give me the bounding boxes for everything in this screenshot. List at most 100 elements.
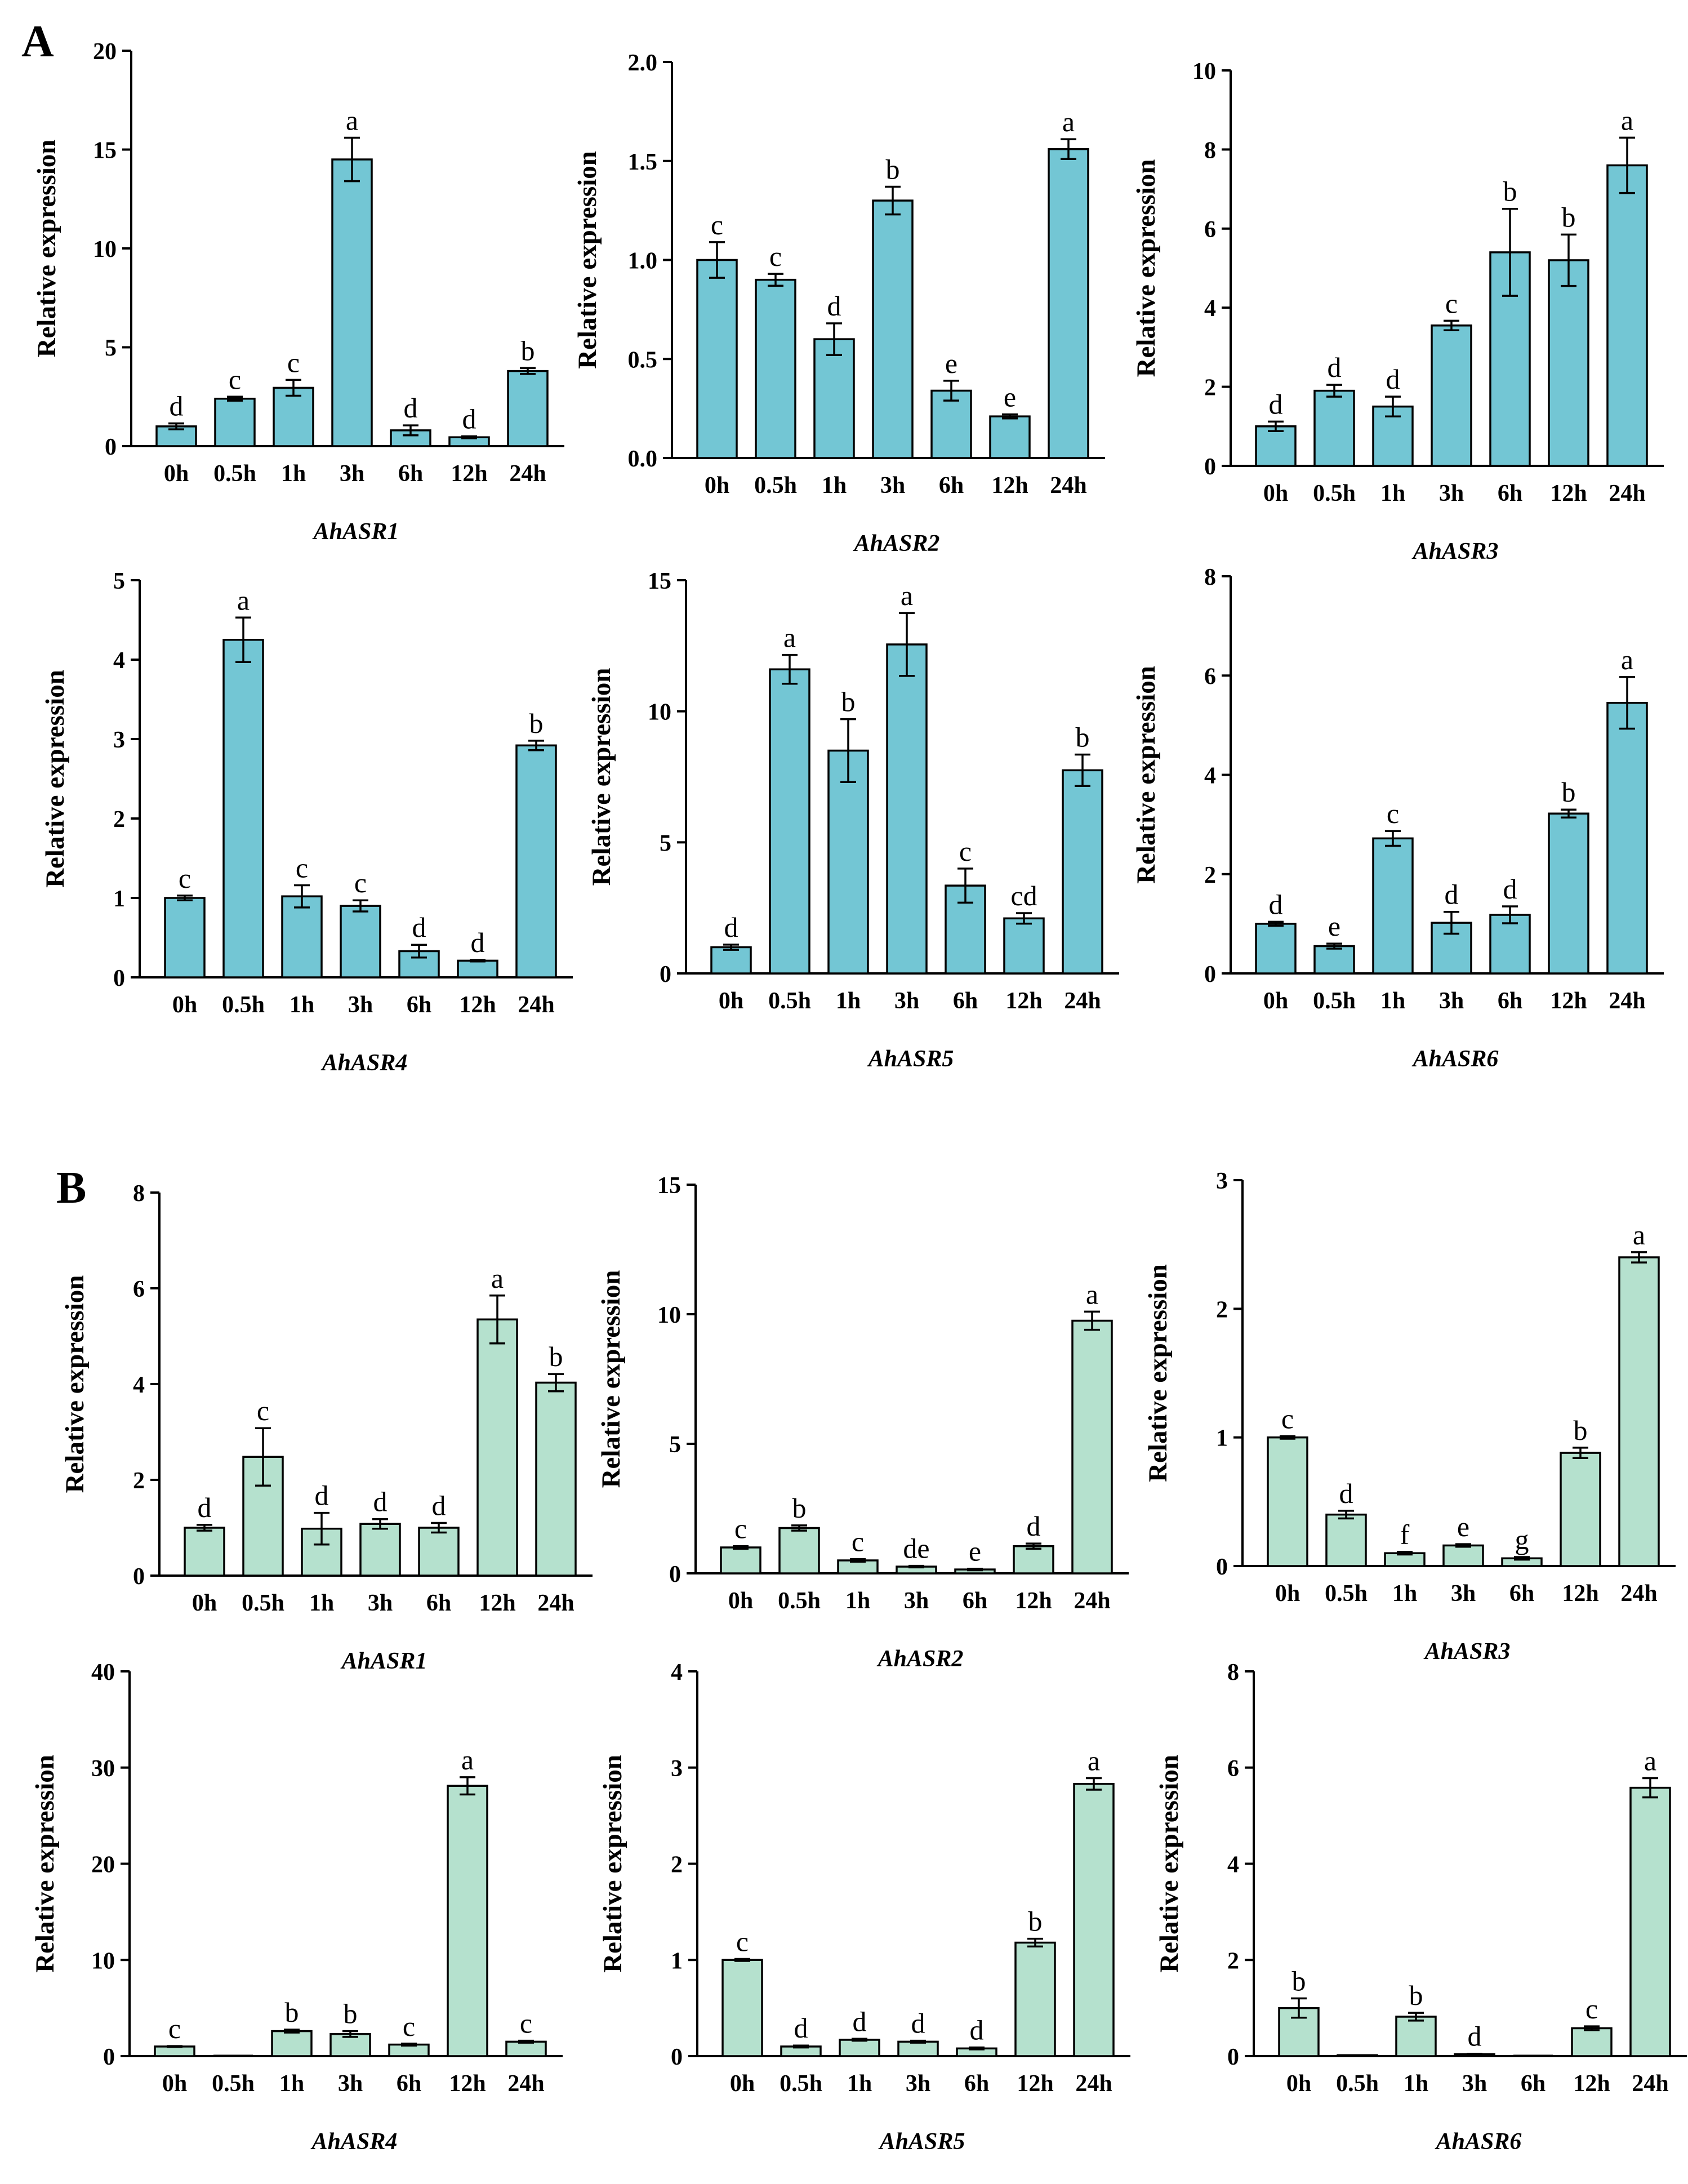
significance-label: a xyxy=(783,622,796,653)
bar xyxy=(1606,164,1648,467)
significance-label: b xyxy=(344,1998,358,2030)
bar xyxy=(769,668,810,975)
x-category-label: 6h xyxy=(1498,988,1522,1014)
y-tick-label: 1.5 xyxy=(628,149,658,175)
bar xyxy=(827,749,869,975)
x-category-label: 12h xyxy=(1562,1581,1598,1607)
y-tick-label: 15 xyxy=(93,138,117,164)
x-category-label: 24h xyxy=(1074,1588,1110,1614)
y-tick-label: 3 xyxy=(1216,1168,1228,1194)
y-tick-label: 0 xyxy=(1204,454,1216,480)
significance-label: d xyxy=(827,290,841,322)
significance-label: a xyxy=(346,104,358,136)
y-tick-label: 4 xyxy=(671,1660,683,1685)
chart-a-ahasr6: 0 2 4 6 8 Relative expression d 0h e 0.5h c 1h d 3h d 6… xyxy=(1132,564,1664,1072)
x-category-label: 6h xyxy=(426,1590,451,1616)
x-category-label: 3h xyxy=(368,1590,393,1616)
x-category-label: 0h xyxy=(192,1590,217,1616)
y-tick-label: 0 xyxy=(103,2044,115,2070)
x-category-label: 1h xyxy=(845,1588,870,1614)
bar xyxy=(1548,259,1589,467)
significance-label: d xyxy=(315,1480,329,1511)
x-category-label: 3h xyxy=(348,992,373,1018)
x-category-label: 6h xyxy=(953,988,978,1014)
bar xyxy=(1313,945,1355,975)
x-category-label: 0.5h xyxy=(778,1588,821,1614)
y-tick-label: 2 xyxy=(113,807,125,833)
y-tick-label: 1.0 xyxy=(628,248,658,274)
x-category-label: 24h xyxy=(509,461,546,487)
y-tick-label: 3 xyxy=(113,727,125,753)
significance-label: b xyxy=(841,686,856,718)
x-category-label: 1h xyxy=(1392,1581,1417,1607)
y-axis-title: Relative expression xyxy=(573,151,602,369)
bar xyxy=(1560,1452,1601,1567)
x-category-label: 24h xyxy=(537,1590,574,1616)
x-category-label: 6h xyxy=(398,461,423,487)
significance-label: d xyxy=(1269,388,1283,420)
bar xyxy=(447,1785,488,2057)
y-tick-label: 8 xyxy=(1204,564,1216,590)
bar xyxy=(1313,389,1355,467)
chart-title: AhASR1 xyxy=(312,519,399,545)
y-tick-label: 0 xyxy=(133,1564,145,1590)
significance-label: a xyxy=(237,584,250,616)
chart-title: AhASR6 xyxy=(1435,2129,1522,2155)
significance-label: d xyxy=(471,927,485,958)
significance-label: c xyxy=(287,346,300,378)
y-tick-label: 1 xyxy=(113,886,125,912)
x-category-label: 6h xyxy=(964,2071,989,2097)
panel-label-a: A xyxy=(21,17,54,66)
bar xyxy=(1571,2027,1613,2057)
x-category-label: 12h xyxy=(449,2071,486,2097)
y-tick-label: 20 xyxy=(91,1852,115,1878)
x-category-label: 3h xyxy=(904,1588,929,1614)
significance-label: e xyxy=(1457,1511,1469,1542)
y-tick-label: 2 xyxy=(133,1468,145,1494)
significance-label: e xyxy=(1004,381,1016,413)
x-category-label: 1h xyxy=(822,473,847,499)
significance-label: g xyxy=(1515,1524,1529,1555)
x-category-label: 1h xyxy=(279,2071,304,2097)
significance-label: a xyxy=(1621,644,1633,675)
significance-label: d xyxy=(970,2014,984,2046)
significance-label: d xyxy=(911,2008,925,2039)
y-tick-label: 15 xyxy=(657,1173,681,1199)
y-axis-title: Relative expression xyxy=(598,1755,627,1973)
x-category-label: 0h xyxy=(730,2071,755,2097)
x-category-label: 0.5h xyxy=(1313,481,1356,506)
significance-label: c xyxy=(959,835,972,867)
y-tick-label: 10 xyxy=(648,700,671,726)
chart-a-ahasr2: 0.0 0.5 1.0 1.5 2.0 Relative expression c 0h c 0.… xyxy=(573,50,1105,557)
y-tick-label: 8 xyxy=(1204,137,1216,163)
x-category-label: 1h xyxy=(281,461,306,487)
x-category-label: 24h xyxy=(518,992,554,1018)
significance-label: c xyxy=(168,2013,181,2044)
significance-label: d xyxy=(724,911,738,943)
chart-a-ahasr1: 0 5 10 15 20 Relative expression d 0h c 0.5h c 1h a 3… xyxy=(32,39,564,545)
x-category-label: 0h xyxy=(172,992,197,1018)
x-category-label: 6h xyxy=(1521,2071,1546,2097)
x-category-label: 24h xyxy=(1632,2071,1668,2097)
bar xyxy=(271,2030,313,2057)
x-category-label: 12h xyxy=(991,473,1028,499)
y-tick-label: 5 xyxy=(660,830,671,856)
bar xyxy=(1014,1941,1056,2057)
y-tick-label: 4 xyxy=(1204,763,1216,789)
bar xyxy=(301,1527,342,1577)
x-category-label: 0.5h xyxy=(242,1590,284,1616)
y-tick-label: 0 xyxy=(669,1562,681,1587)
chart-title: AhASR4 xyxy=(310,2129,398,2155)
bar xyxy=(505,2040,547,2057)
significance-label: b xyxy=(886,153,900,185)
bar xyxy=(1395,2016,1437,2057)
y-tick-label: 0 xyxy=(105,434,117,460)
chart-title: AhASR2 xyxy=(876,1646,964,1672)
significance-label: b xyxy=(1076,721,1090,753)
y-tick-label: 0 xyxy=(1216,1554,1228,1580)
y-tick-label: 4 xyxy=(133,1372,145,1398)
significance-label: d xyxy=(198,1492,212,1523)
y-axis-title: Relative expression xyxy=(1143,1264,1173,1482)
x-category-label: 0h xyxy=(1263,988,1288,1014)
